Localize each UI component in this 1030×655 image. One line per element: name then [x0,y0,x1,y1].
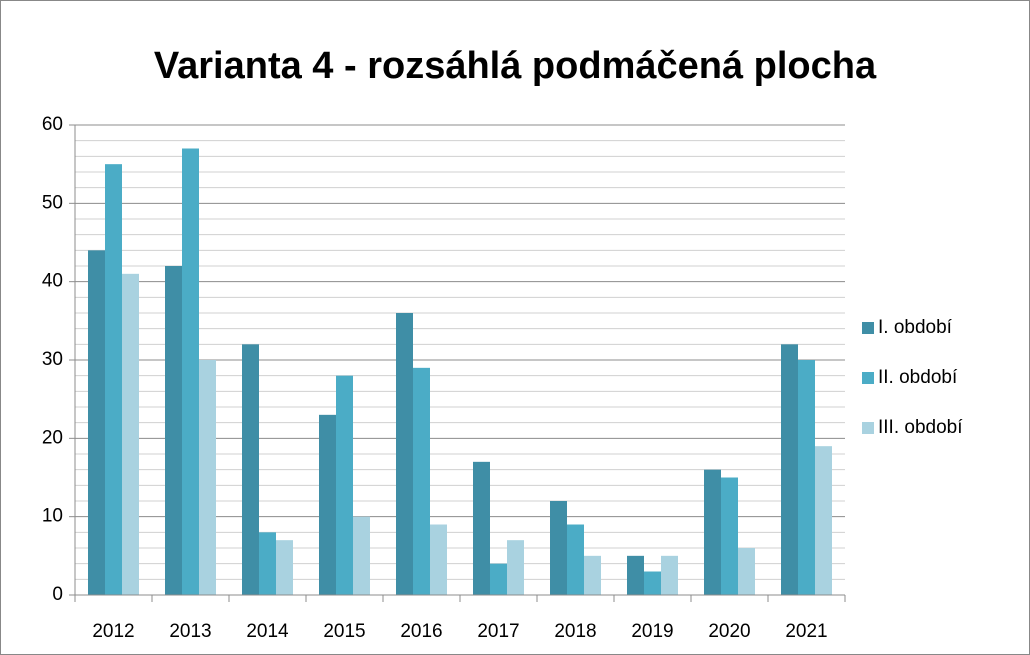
y-tick-label: 50 [42,192,63,213]
y-tick-label: 10 [42,506,63,527]
bar [199,360,216,595]
x-tick-label: 2021 [785,621,827,642]
bar [815,446,832,595]
bar [738,548,755,595]
legend-swatch [862,322,874,334]
bar [644,571,661,595]
bar [490,563,507,595]
x-tick-label: 2019 [631,621,673,642]
legend-label: II. období [878,367,958,388]
bar [413,367,430,595]
x-tick-label: 2015 [323,621,365,642]
bar [627,555,644,595]
x-tick-label: 2013 [169,621,211,642]
legend-swatch [862,422,874,434]
bar [259,532,276,595]
y-tick-label: 20 [42,427,63,448]
legend-label: III. období [878,417,963,438]
chart-title: Varianta 4 - rozsáhlá podmáčená plocha [154,45,877,87]
bar [473,461,490,595]
y-tick-label: 0 [52,584,63,605]
y-tick-label: 30 [42,349,63,370]
bar [430,524,447,595]
bar [319,414,336,595]
bar [781,344,798,595]
y-tick-label: 40 [42,271,63,292]
bar [507,540,524,595]
bar [88,250,105,596]
bar [353,516,370,595]
x-tick-label: 2017 [477,621,519,642]
bar [396,313,413,595]
bar [105,164,122,595]
x-tick-label: 2016 [400,621,442,642]
y-tick-label: 60 [42,114,63,135]
x-tick-label: 2020 [708,621,750,642]
x-tick-label: 2012 [92,621,134,642]
bar [567,524,584,595]
x-tick-label: 2018 [554,621,596,642]
bar [242,344,259,595]
bar [182,148,199,595]
bar [584,555,601,595]
bar [704,469,721,595]
bar [165,266,182,595]
legend-swatch [862,372,874,384]
bar [661,555,678,595]
bar [550,501,567,595]
bar [276,540,293,595]
bar [336,375,353,595]
legend-label: I. období [878,317,953,338]
bar [798,360,815,595]
bar [721,477,738,595]
x-tick-label: 2014 [246,621,289,642]
bar [122,273,139,595]
